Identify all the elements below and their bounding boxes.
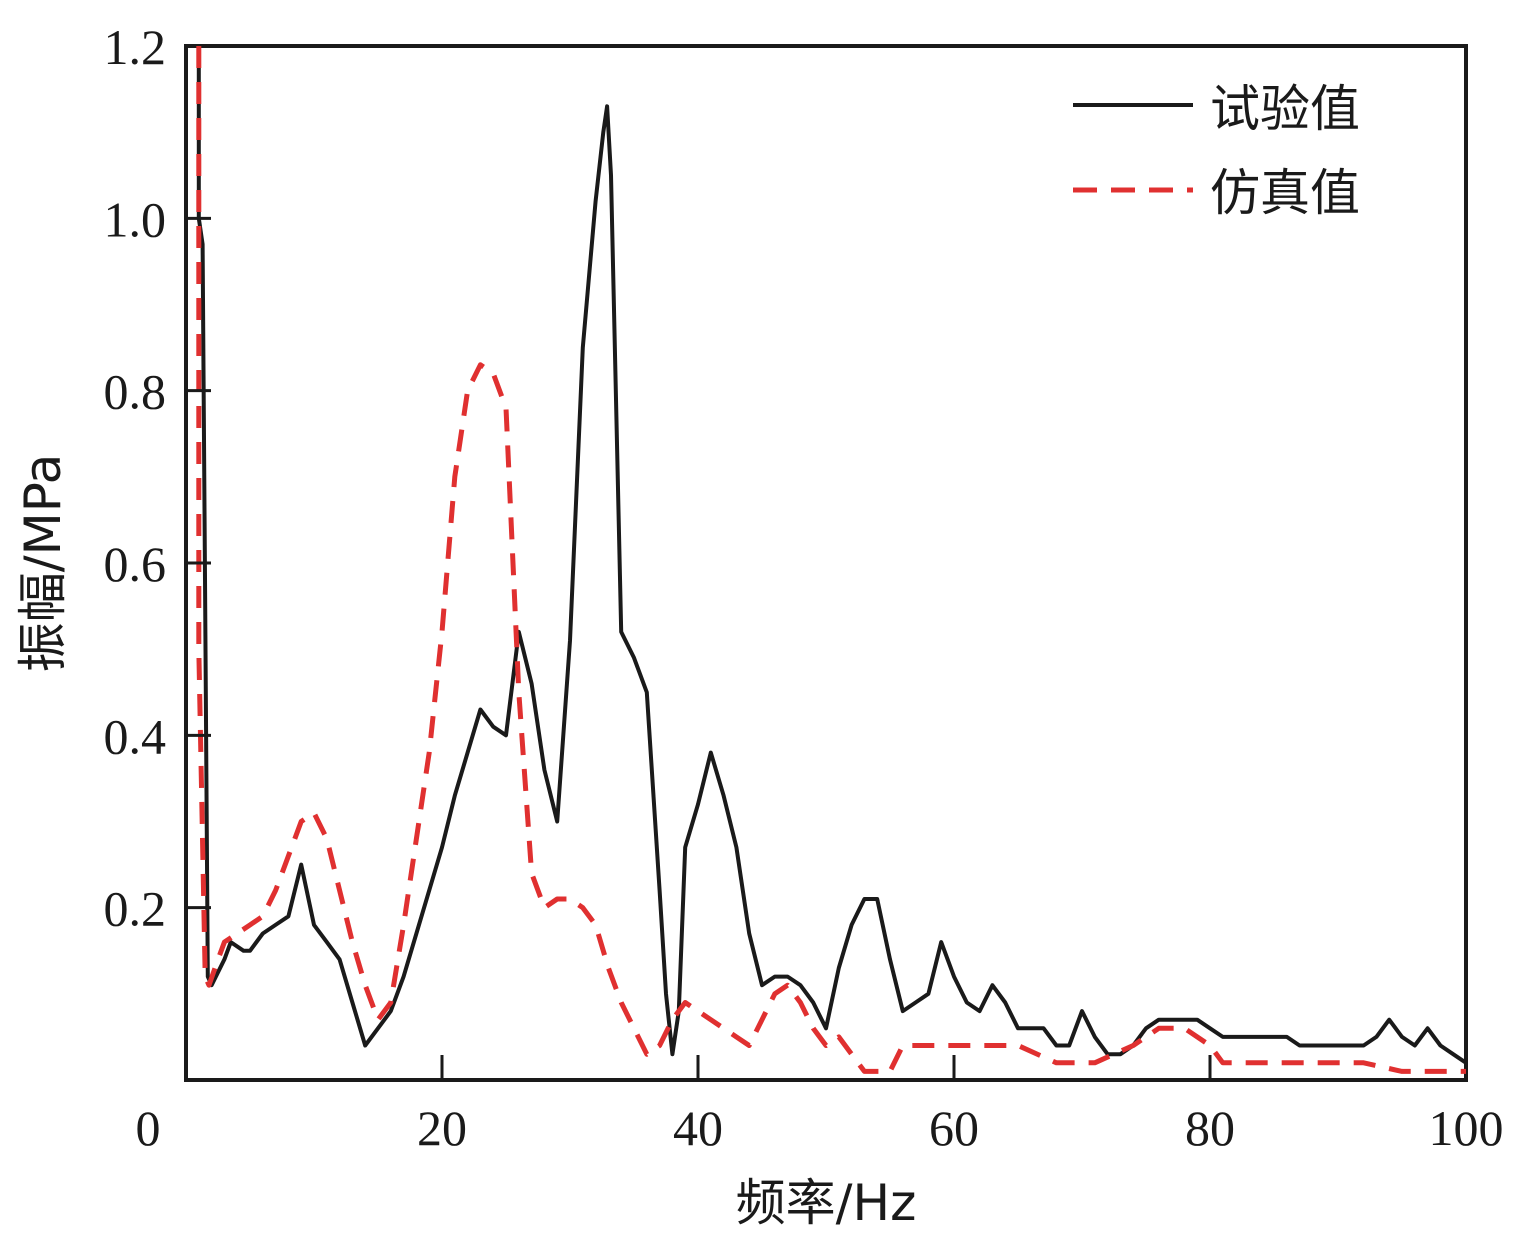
y-tick-label: 0.6 bbox=[104, 536, 167, 592]
x-axis-title: 频率/Hz bbox=[736, 1174, 917, 1232]
y-axis-title: 振幅/MPa bbox=[14, 454, 72, 673]
y-tick-label: 0.2 bbox=[104, 881, 167, 937]
x-tick-label: 100 bbox=[1429, 1100, 1504, 1156]
series-layer bbox=[196, 46, 1468, 1074]
y-tick-label: 1.0 bbox=[104, 191, 167, 247]
series-line-1 bbox=[196, 46, 1468, 1065]
y-axis-ticks: 0.2 0.4 0.6 0.8 1.0 1.2 bbox=[104, 19, 211, 937]
y-tick-label: 0.8 bbox=[104, 364, 167, 420]
x-tick-label: 60 bbox=[929, 1100, 979, 1156]
legend-label-series-1: 试验值 bbox=[1210, 80, 1360, 138]
x-tick-label: 80 bbox=[1185, 1100, 1235, 1156]
y-tick-label: 0.4 bbox=[104, 708, 167, 764]
x-tick-label: 0 bbox=[136, 1100, 161, 1156]
y-tick-label: 1.2 bbox=[104, 19, 167, 75]
series-line-2 bbox=[196, 46, 1466, 1074]
legend-label-series-2: 仿真值 bbox=[1210, 164, 1360, 222]
legend: 试验值 仿真值 bbox=[1073, 80, 1360, 222]
x-tick-label: 20 bbox=[417, 1100, 467, 1156]
x-axis-ticks: 0 20 40 60 80 100 bbox=[136, 1055, 1504, 1156]
x-tick-label: 40 bbox=[673, 1100, 723, 1156]
